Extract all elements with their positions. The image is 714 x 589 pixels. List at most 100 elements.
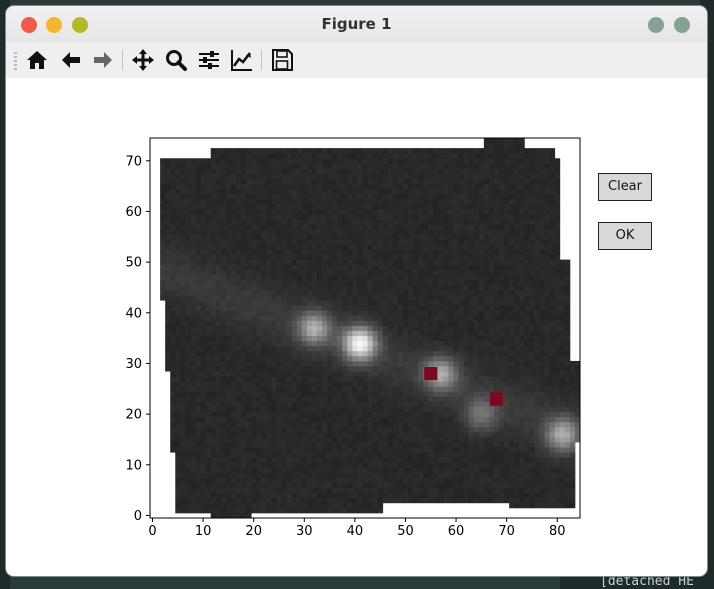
heatmap-cell: [175, 244, 181, 250]
heatmap-cell: [195, 310, 201, 316]
heatmap-cell: [185, 426, 191, 433]
heatmap-cell: [387, 234, 394, 240]
window-control-right[interactable]: [674, 17, 690, 33]
heatmap-cell: [382, 284, 389, 291]
heatmap-cell: [549, 300, 556, 306]
heatmap-cell: [306, 406, 313, 412]
zoom-magnifier-icon[interactable]: [163, 47, 189, 73]
heatmap-cell: [200, 290, 207, 296]
heatmap-cell: [301, 442, 308, 448]
heatmap-cell: [438, 193, 444, 200]
heatmap-cell: [175, 452, 181, 458]
heatmap-cell: [524, 396, 530, 402]
heatmap-cell: [448, 411, 454, 418]
home-icon[interactable]: [24, 47, 50, 73]
figure-window: Figure 1 0 10 20 30 40 50 6: [6, 6, 707, 576]
heatmap-cell: [564, 310, 571, 316]
heatmap-cell: [306, 401, 313, 407]
heatmap-cell: [438, 254, 444, 260]
heatmap-cell: [463, 381, 470, 387]
heatmap-cell: [428, 249, 434, 255]
heatmap-cell: [468, 305, 475, 311]
heatmap-cell: [362, 507, 368, 514]
heatmap-cell: [327, 224, 333, 230]
heatmap-cell: [458, 396, 465, 402]
heatmap-cell: [225, 366, 232, 372]
heatmap-cell: [377, 426, 384, 433]
heatmap-cell: [382, 259, 389, 266]
heatmap-cell: [463, 320, 470, 326]
configure-subplots-icon[interactable]: [196, 47, 222, 73]
heatmap-cell: [468, 259, 475, 266]
heatmap-cell: [468, 462, 475, 468]
heatmap-cell: [483, 376, 490, 382]
heatmap-cell: [382, 457, 389, 463]
heatmap-cell: [220, 320, 227, 326]
heatmap-cell: [397, 492, 404, 499]
heatmap-cell: [377, 482, 384, 488]
minimize-window-button[interactable]: [46, 17, 62, 33]
heatmap-cell: [342, 477, 348, 483]
heatmap-cell: [423, 340, 429, 347]
heatmap-cell: [423, 401, 429, 407]
heatmap-cell: [215, 244, 222, 250]
heatmap-cell: [236, 310, 242, 316]
window-control-left[interactable]: [648, 17, 664, 33]
heatmap-cell: [367, 325, 373, 331]
heatmap-cell: [509, 447, 515, 453]
heatmap-cell: [311, 391, 318, 397]
heatmap-cell: [210, 436, 217, 443]
heatmap-cell: [473, 477, 480, 483]
heatmap-cell: [210, 467, 217, 473]
heatmap-cell: [428, 426, 434, 433]
heatmap-cell: [261, 310, 267, 316]
heatmap-cell: [160, 203, 166, 210]
heatmap-cell: [357, 330, 363, 336]
heatmap-cell: [569, 366, 576, 372]
heatmap-cell: [251, 462, 257, 468]
heatmap-cell: [423, 239, 429, 245]
heatmap-cell: [327, 320, 333, 326]
heatmap-cell: [347, 249, 353, 255]
heatmap-cell: [332, 239, 338, 245]
forward-arrow-icon[interactable]: [90, 47, 116, 73]
heatmap-cell: [418, 360, 424, 367]
heatmap-cell: [504, 320, 510, 326]
heatmap-cell: [387, 391, 394, 397]
heatmap-cell: [514, 492, 520, 499]
figure-canvas[interactable]: 0 10 20 30 40 50 60 70 80 0 10 20 30 40 50 60 70 Clear O…: [6, 78, 707, 576]
close-window-button[interactable]: [21, 17, 37, 33]
heatmap-cell: [428, 254, 434, 260]
heatmap-cell: [433, 416, 439, 423]
heatmap-cell: [271, 244, 277, 250]
heatmap-cell: [276, 335, 282, 342]
heatmap-cell: [387, 487, 394, 494]
toolbar-grip[interactable]: [14, 52, 17, 70]
heatmap-cell: [372, 436, 379, 443]
heatmap-cell: [499, 325, 505, 331]
heatmap-cell: [559, 355, 566, 362]
heatmap-cell: [342, 330, 348, 336]
edit-axis-curve-icon[interactable]: [229, 47, 255, 73]
heatmap-cell: [473, 401, 480, 407]
save-floppy-icon[interactable]: [269, 47, 295, 73]
heatmap-cell: [246, 426, 252, 433]
pan-move-icon[interactable]: [130, 47, 156, 73]
heatmap-cell: [483, 406, 490, 412]
heatmap-cell: [185, 345, 191, 352]
heatmap-cell: [291, 366, 298, 372]
maximize-window-button[interactable]: [72, 17, 88, 33]
heatmap-cell: [236, 452, 242, 458]
heatmap-cell: [266, 386, 272, 392]
heatmap-cell: [220, 406, 227, 412]
heatmap-cell: [524, 219, 530, 225]
heatmap-cell: [316, 320, 323, 326]
heatmap-cell: [372, 497, 379, 504]
heatmap-cell: [276, 421, 282, 428]
title-bar[interactable]: Figure 1: [6, 6, 707, 42]
heatmap-cell: [220, 477, 227, 483]
heatmap-cell: [413, 462, 419, 468]
heatmap-cell: [205, 467, 212, 473]
back-arrow-icon[interactable]: [58, 47, 84, 73]
